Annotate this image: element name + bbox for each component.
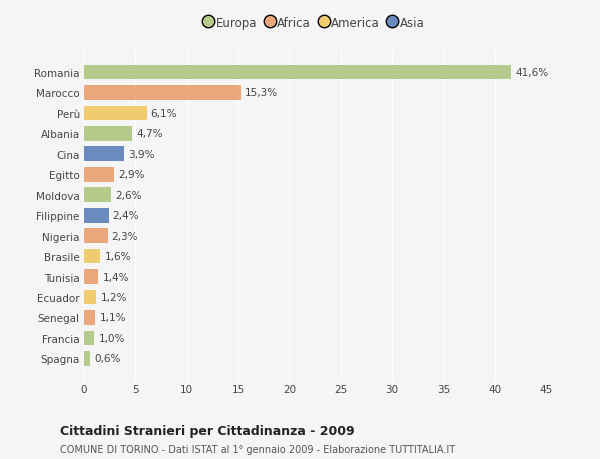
Text: 41,6%: 41,6% bbox=[515, 68, 548, 78]
Bar bbox=[84, 86, 241, 101]
Text: 6,1%: 6,1% bbox=[151, 109, 177, 119]
Text: 4,7%: 4,7% bbox=[136, 129, 163, 139]
Bar bbox=[84, 229, 107, 243]
Bar bbox=[84, 249, 100, 264]
Text: COMUNE DI TORINO - Dati ISTAT al 1° gennaio 2009 - Elaborazione TUTTITALIA.IT: COMUNE DI TORINO - Dati ISTAT al 1° genn… bbox=[60, 444, 455, 454]
Bar bbox=[84, 290, 97, 305]
Text: 2,4%: 2,4% bbox=[113, 211, 139, 221]
Bar bbox=[84, 106, 146, 121]
Bar bbox=[84, 331, 94, 346]
Bar bbox=[84, 269, 98, 284]
Legend: Europa, Africa, America, Asia: Europa, Africa, America, Asia bbox=[205, 17, 425, 30]
Bar bbox=[84, 310, 95, 325]
Text: Cittadini Stranieri per Cittadinanza - 2009: Cittadini Stranieri per Cittadinanza - 2… bbox=[60, 425, 355, 437]
Text: 1,0%: 1,0% bbox=[98, 333, 125, 343]
Bar bbox=[84, 208, 109, 223]
Bar bbox=[84, 351, 90, 366]
Text: 0,6%: 0,6% bbox=[94, 353, 121, 364]
Text: 2,3%: 2,3% bbox=[112, 231, 138, 241]
Text: 2,9%: 2,9% bbox=[118, 170, 145, 180]
Bar bbox=[84, 66, 511, 80]
Bar bbox=[84, 168, 114, 182]
Text: 1,4%: 1,4% bbox=[103, 272, 129, 282]
Text: 1,2%: 1,2% bbox=[100, 292, 127, 302]
Text: 1,6%: 1,6% bbox=[104, 252, 131, 262]
Text: 2,6%: 2,6% bbox=[115, 190, 142, 200]
Bar bbox=[84, 188, 110, 203]
Text: 15,3%: 15,3% bbox=[245, 88, 278, 98]
Bar bbox=[84, 127, 132, 141]
Bar bbox=[84, 147, 124, 162]
Text: 3,9%: 3,9% bbox=[128, 150, 155, 159]
Text: 1,1%: 1,1% bbox=[100, 313, 126, 323]
